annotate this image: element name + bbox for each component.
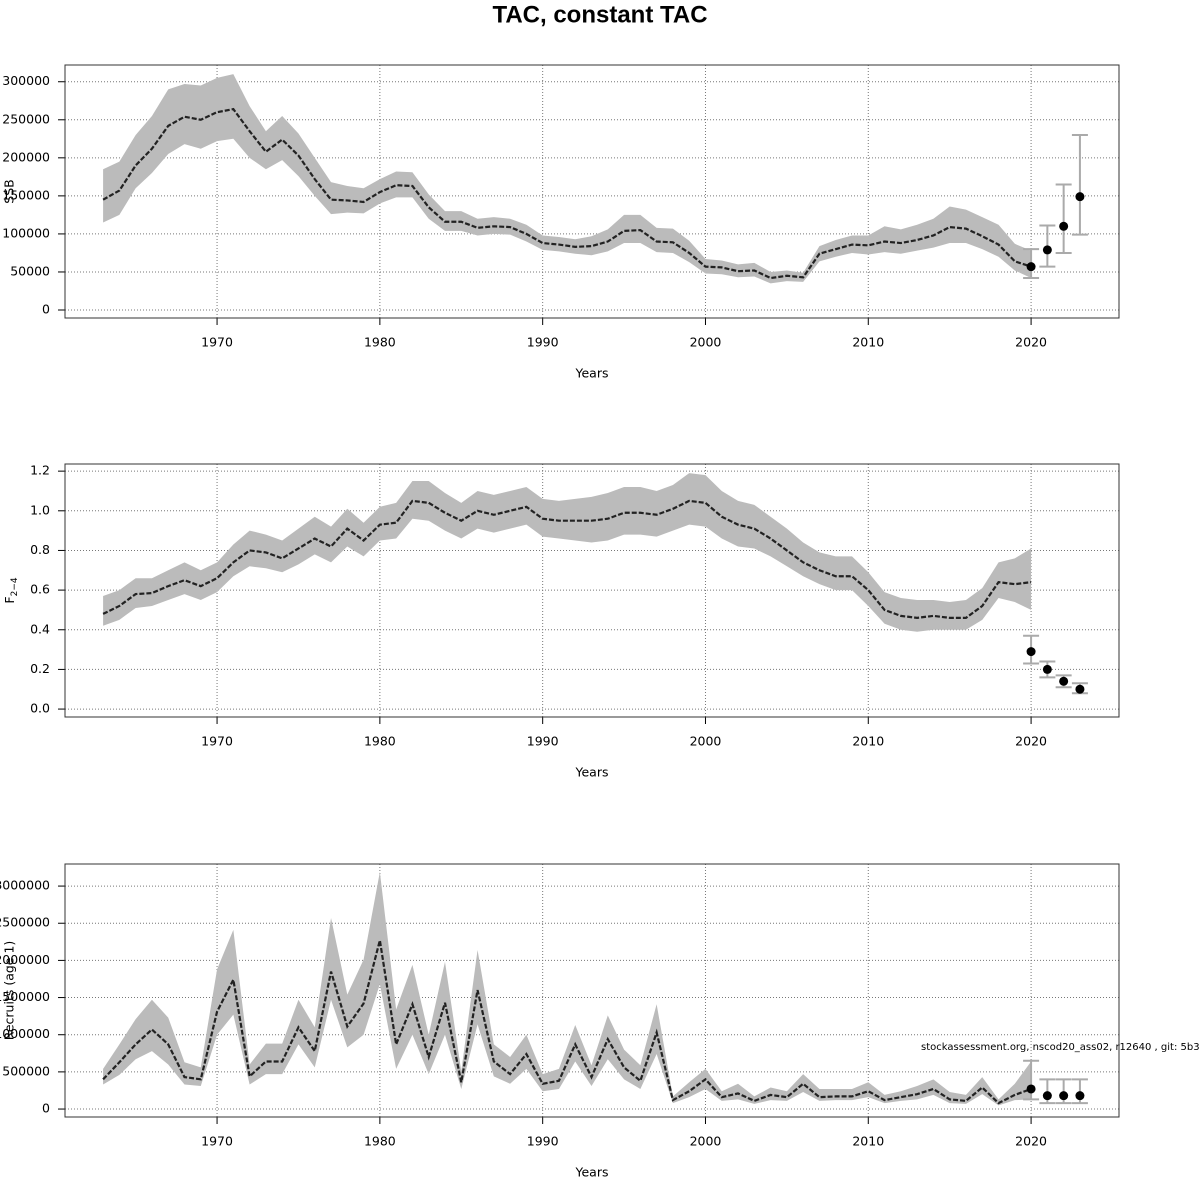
y-axis-label-sub: 2−4 [10, 577, 20, 596]
x-tick-label: 1980 [364, 734, 396, 749]
y-axis-label: F2−4 [2, 577, 20, 603]
x-axis-label: Years [575, 1165, 609, 1180]
y-tick-label: 200000 [2, 149, 50, 164]
x-tick-label: 2020 [1015, 734, 1047, 749]
y-axis-label: Recruits (age 1) [2, 941, 17, 1041]
y-tick-label: 300000 [2, 73, 50, 88]
x-tick-label: 2000 [690, 335, 722, 350]
x-tick-label: 2010 [852, 335, 884, 350]
x-tick-label: 1990 [527, 1134, 559, 1149]
x-axis-label: Years [575, 765, 609, 780]
forecast-point [1075, 192, 1085, 202]
estimate-line [102, 499, 1032, 619]
y-tick-label: 0.0 [30, 701, 50, 716]
forecast-point [1075, 684, 1085, 694]
y-tick-label: 250000 [2, 111, 50, 126]
plot-frame [64, 64, 1120, 319]
y-tick-label: 2000000 [0, 952, 50, 967]
y-tick-label: 0.8 [30, 542, 50, 557]
forecast-point [1042, 664, 1052, 674]
x-tick-label: 1990 [527, 734, 559, 749]
y-tick-label: 0.2 [30, 661, 50, 676]
x-axis-label: Years [575, 366, 609, 381]
x-tick-label: 2000 [690, 1134, 722, 1149]
estimate-line [102, 107, 1032, 280]
forecast-point [1059, 1091, 1069, 1101]
y-tick-label: 3000000 [0, 878, 50, 893]
y-axis-label-main: F [2, 596, 17, 603]
x-tick-label: 1970 [201, 1134, 233, 1149]
y-tick-label: 1000000 [0, 1026, 50, 1041]
y-axis-label: SSB [2, 179, 17, 203]
y-tick-label: 1500000 [0, 989, 50, 1004]
forecast-point [1026, 1084, 1036, 1094]
forecast-point [1042, 245, 1052, 255]
forecast-point [1026, 647, 1036, 657]
forecast-point [1042, 1091, 1052, 1101]
x-tick-label: 1970 [201, 734, 233, 749]
x-tick-label: 2010 [852, 1134, 884, 1149]
forecast-point [1026, 262, 1036, 272]
forecast-point [1059, 221, 1069, 231]
y-tick-label: 1.0 [30, 502, 50, 517]
confidence-band [103, 473, 1032, 632]
y-tick-label: 100000 [2, 225, 50, 240]
chart-title: TAC, constant TAC [492, 1, 707, 28]
plot-frame [64, 463, 1120, 718]
y-tick-label: 2500000 [0, 915, 50, 930]
y-tick-label: 50000 [10, 263, 50, 278]
forecast-point [1059, 676, 1069, 686]
estimate-line [102, 940, 1032, 1105]
y-tick-label: 0.4 [30, 621, 50, 636]
y-tick-label: 1.2 [30, 463, 50, 478]
y-tick-label: 0 [42, 302, 50, 317]
x-tick-label: 2010 [852, 734, 884, 749]
x-tick-label: 1970 [201, 335, 233, 350]
annotation: stockassessment.org, nscod20_ass02, r126… [921, 1042, 1200, 1053]
x-tick-label: 1980 [364, 335, 396, 350]
x-tick-label: 2000 [690, 734, 722, 749]
y-tick-label: 500000 [2, 1063, 50, 1078]
plot-frame [64, 863, 1120, 1118]
confidence-band [103, 871, 1032, 1106]
x-tick-label: 2020 [1015, 1134, 1047, 1149]
confidence-band [103, 74, 1032, 284]
y-tick-label: 0.6 [30, 582, 50, 597]
y-tick-label: 0 [42, 1101, 50, 1116]
x-tick-label: 1990 [527, 335, 559, 350]
forecast-point [1075, 1091, 1085, 1101]
x-tick-label: 2020 [1015, 335, 1047, 350]
x-tick-label: 1980 [364, 1134, 396, 1149]
y-tick-label: 150000 [2, 187, 50, 202]
